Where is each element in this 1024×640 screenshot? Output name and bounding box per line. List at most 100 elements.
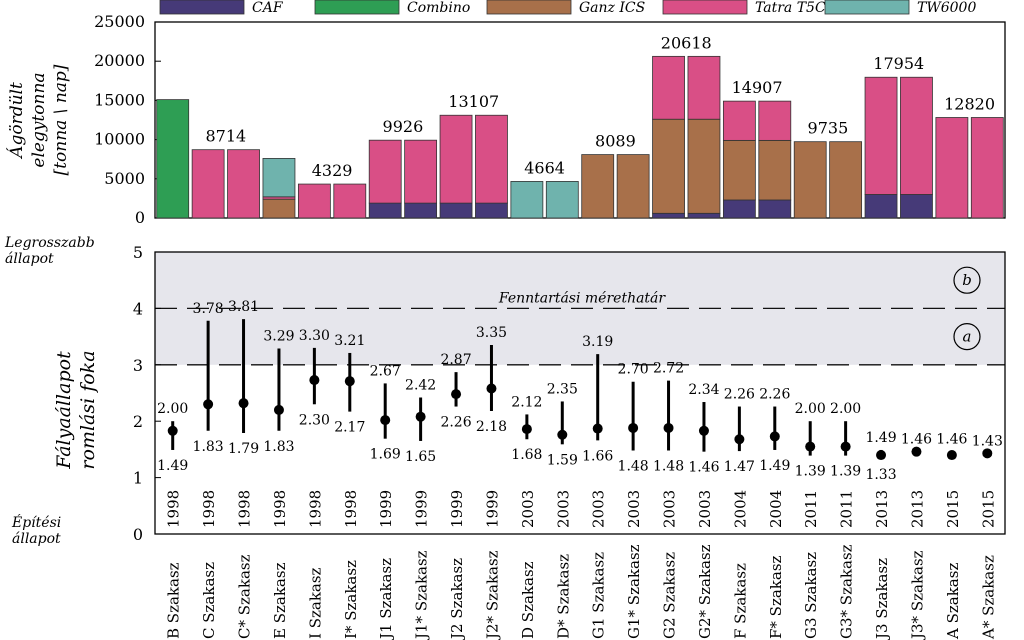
high-value-label: 3.35 (476, 325, 507, 341)
bar-total-label: 8089 (595, 132, 636, 151)
high-value-label: 3.78 (193, 301, 224, 317)
year-label: 2003 (590, 490, 608, 528)
bar-segment-tatra-t5c5 (652, 55, 685, 120)
bottom-y-axis-label-line: romlási foka (77, 350, 99, 469)
high-value-label: 1.49 (865, 430, 896, 446)
high-value-label: 1.46 (936, 432, 967, 448)
year-label: 2003 (519, 490, 537, 528)
bar-segment-combino (156, 99, 190, 219)
bottom-y-tick-label: 4 (133, 299, 143, 318)
mean-point (451, 389, 462, 400)
bar-segment-tw6000 (262, 158, 296, 198)
year-label: 2013 (908, 490, 926, 528)
year-label: 1999 (413, 490, 431, 528)
low-value-label: 1.83 (193, 439, 224, 455)
bar-total-label: 4329 (312, 161, 353, 180)
category-label: A* Szakasz (979, 555, 997, 640)
high-value-label: 2.42 (405, 378, 436, 394)
year-label: 2015 (944, 490, 962, 528)
bar-segment-ganz-ics (652, 118, 685, 214)
bottom-y-tick-label: 0 (133, 525, 143, 544)
bottom-y-tick-label: 1 (133, 469, 143, 488)
legend-label: Ganz ICS (579, 0, 645, 16)
mean-point (521, 424, 532, 435)
category-label: F Szakasz (731, 563, 749, 639)
high-value-label: 3.19 (582, 334, 613, 350)
bar-segment-tatra-t5c5 (970, 117, 1004, 219)
stacked-bar-panel: 0 5000 10000 15000 20000 25000 8714 4329 9926 131… (6, 0, 1006, 227)
threshold-label: Fenntartási mérethatár (498, 290, 667, 306)
low-value-label: 1.49 (157, 458, 188, 474)
category-label: I Szakasz (306, 567, 324, 639)
high-value-label: 2.00 (830, 401, 861, 417)
bar-segment-ganz-ics (581, 154, 615, 219)
bottom-y-tick-label: 3 (133, 356, 143, 375)
top-state-label-line: állapot (5, 251, 54, 267)
category-label: C* Szakasz (236, 554, 254, 639)
mean-point (840, 441, 851, 452)
low-value-label: 2.30 (299, 412, 330, 428)
high-value-label: 2.00 (157, 401, 188, 417)
bar-segment-ganz-ics (687, 118, 721, 214)
low-value-label: 1.48 (618, 459, 649, 475)
bar-segment-tatra-t5c5 (687, 55, 721, 120)
mean-point (805, 441, 816, 452)
top-y-tick-label: 5000 (104, 169, 145, 188)
high-value-label: 2.35 (547, 381, 578, 397)
bar-segment-caf (368, 202, 402, 219)
low-value-label: 1.79 (228, 441, 259, 457)
category-label: G1* Szakasz (625, 544, 643, 639)
bar-segment-ganz-ics (722, 139, 756, 201)
mean-point (273, 404, 284, 415)
errorbar-panel: Fenntartási mérethatár a b 0 1 2 3 4 5 Legrosszab… (4, 235, 1006, 640)
year-label: 2011 (802, 490, 820, 528)
bar-total-label: 9926 (383, 117, 424, 136)
high-value-label: 2.34 (688, 382, 719, 398)
bar-segment-ganz-ics (793, 141, 827, 219)
low-value-label: 1.49 (759, 458, 790, 474)
year-label: 1999 (483, 490, 501, 528)
year-label: 1999 (448, 490, 466, 528)
legend-label: TW6000 (917, 0, 976, 16)
category-label: D Szakasz (519, 561, 537, 639)
bottom-y-axis-label-line: Fályaállapot (53, 351, 75, 470)
bottom-y-tick-label: 5 (133, 243, 143, 262)
year-label: 2015 (979, 490, 997, 528)
bar-segment-tatra-t5c5 (368, 139, 402, 204)
low-value-label: 1.65 (405, 449, 436, 465)
high-value-label: 1.43 (972, 433, 1003, 449)
legend-swatch (824, 0, 910, 15)
zone-marker-circle (953, 323, 981, 351)
high-value-label: 2.26 (759, 387, 790, 403)
low-value-label: 1.47 (724, 459, 755, 475)
category-label: C Szakasz (200, 562, 218, 639)
low-value-label: 2.17 (334, 420, 365, 436)
bar-total-label: 14907 (732, 78, 783, 97)
year-label: 1998 (236, 490, 254, 528)
bar-segment-tatra-t5c5 (297, 183, 331, 219)
mean-point (911, 446, 922, 457)
category-label: J1* Szakasz (413, 550, 431, 640)
top-y-axis-label-line: [tonna \ nap] (51, 64, 71, 175)
year-label: 2013 (873, 490, 891, 528)
top-y-tick-label: 20000 (94, 51, 145, 70)
bar-segment-tatra-t5c5 (439, 114, 473, 204)
low-value-label: 1.59 (547, 452, 578, 468)
bar-total-label: 20618 (661, 33, 712, 52)
high-value-label: 1.46 (901, 432, 932, 448)
mean-point (167, 425, 178, 436)
bar-segment-tatra-t5c5 (758, 100, 792, 141)
year-label: 2011 (838, 490, 856, 528)
low-value-label: 1.39 (830, 464, 861, 480)
bar-segment-caf (722, 199, 756, 219)
bar-segment-tatra-t5c5 (227, 149, 260, 219)
bar-segment-caf (758, 199, 792, 219)
bar-segment-tatra-t5c5 (864, 76, 898, 195)
bar-segment-tatra-t5c5 (404, 139, 438, 204)
mean-point (238, 398, 249, 409)
high-value-label: 3.81 (228, 299, 259, 315)
top-y-tick-label: 0 (135, 208, 145, 227)
mean-point (946, 450, 957, 461)
year-label: 2003 (625, 490, 643, 528)
mean-point (557, 429, 568, 440)
